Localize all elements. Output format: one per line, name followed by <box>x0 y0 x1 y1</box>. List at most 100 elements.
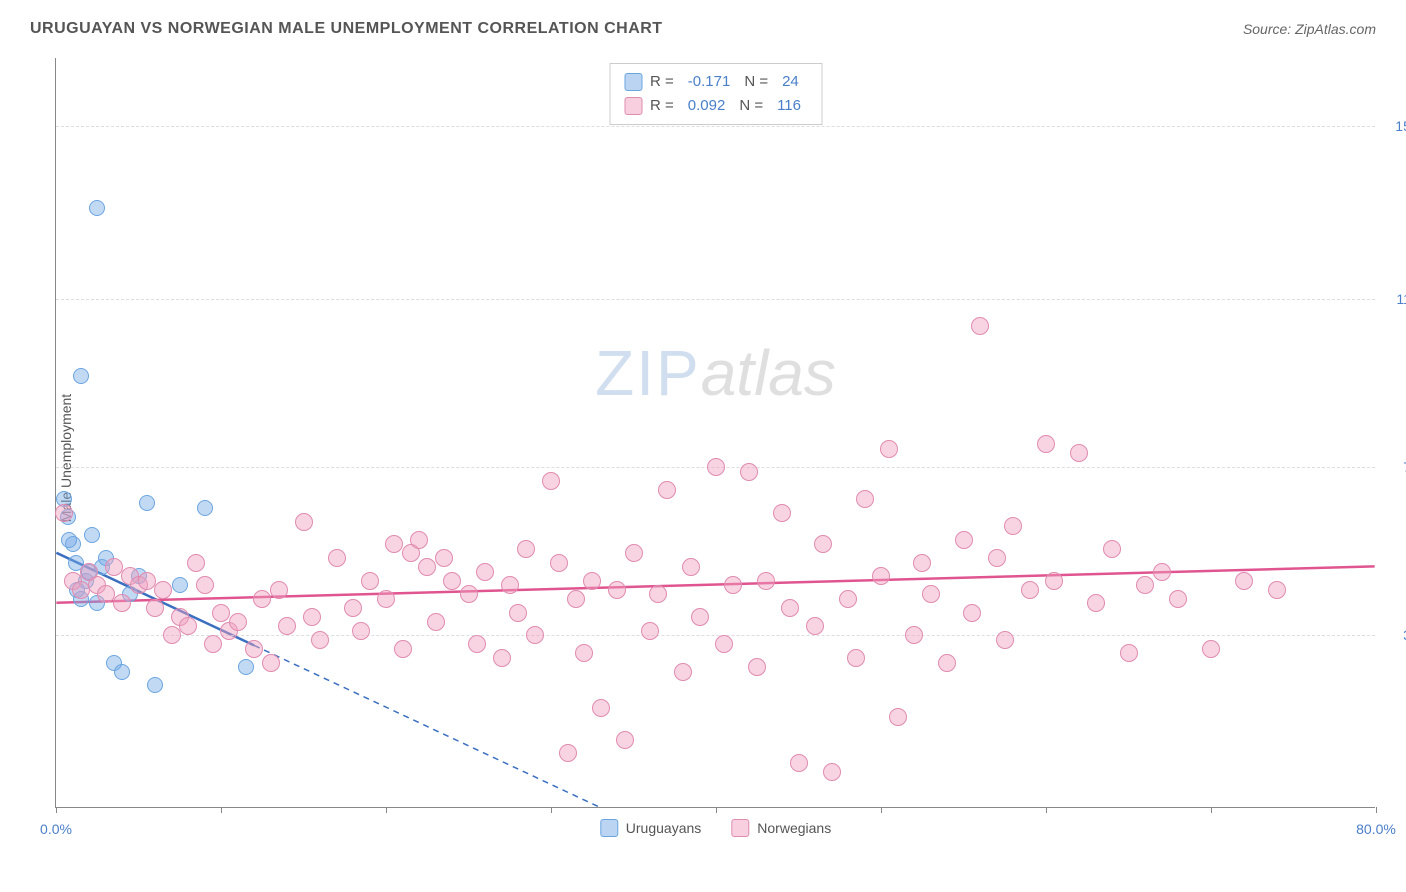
scatter-point <box>179 617 197 635</box>
y-tick-label: 15.0% <box>1380 118 1406 134</box>
legend-swatch-norwegians <box>624 97 642 115</box>
scatter-point <box>377 590 395 608</box>
scatter-point <box>1153 563 1171 581</box>
regression-lines <box>56 58 1375 807</box>
regression-line-dashed <box>254 645 1375 807</box>
scatter-point <box>212 604 230 622</box>
scatter-point <box>806 617 824 635</box>
scatter-point <box>781 599 799 617</box>
scatter-point <box>567 590 585 608</box>
scatter-point <box>229 613 247 631</box>
scatter-point <box>575 644 593 662</box>
scatter-point <box>146 599 164 617</box>
scatter-point <box>682 558 700 576</box>
scatter-point <box>468 635 486 653</box>
scatter-point <box>1169 590 1187 608</box>
scatter-point <box>435 549 453 567</box>
scatter-point <box>55 504 73 522</box>
scatter-point <box>328 549 346 567</box>
scatter-point <box>715 635 733 653</box>
legend-row-uruguayans: R = -0.171 N = 24 <box>624 70 807 94</box>
scatter-point <box>1120 644 1138 662</box>
scatter-point <box>187 554 205 572</box>
scatter-point <box>616 731 634 749</box>
scatter-point <box>1021 581 1039 599</box>
r-value-norwegians: 0.092 <box>688 94 726 118</box>
scatter-point <box>592 699 610 717</box>
scatter-point <box>84 527 100 543</box>
n-label: N = <box>739 94 763 118</box>
scatter-point <box>344 599 362 617</box>
scatter-point <box>1103 540 1121 558</box>
scatter-point <box>410 531 428 549</box>
scatter-point <box>1037 435 1055 453</box>
scatter-point <box>138 572 156 590</box>
scatter-point <box>748 658 766 676</box>
scatter-point <box>583 572 601 590</box>
scatter-point <box>1136 576 1154 594</box>
legend-label-norwegians: Norwegians <box>757 820 831 836</box>
legend-label-uruguayans: Uruguayans <box>626 820 702 836</box>
scatter-point <box>311 631 329 649</box>
scatter-point <box>517 540 535 558</box>
x-tick <box>1046 807 1047 813</box>
scatter-point <box>196 576 214 594</box>
x-tick <box>221 807 222 813</box>
scatter-point <box>905 626 923 644</box>
scatter-point <box>270 581 288 599</box>
legend-swatch-uruguayans-icon <box>600 819 618 837</box>
scatter-point <box>113 594 131 612</box>
scatter-point <box>61 532 77 548</box>
watermark-atlas: atlas <box>701 337 836 409</box>
x-tick <box>551 807 552 813</box>
scatter-point <box>856 490 874 508</box>
scatter-point <box>245 640 263 658</box>
scatter-point <box>658 481 676 499</box>
n-value-uruguayans: 24 <box>782 70 799 94</box>
scatter-point <box>352 622 370 640</box>
legend-swatch-uruguayans <box>624 73 642 91</box>
scatter-point <box>880 440 898 458</box>
scatter-point <box>72 581 90 599</box>
scatter-point <box>89 200 105 216</box>
r-value-uruguayans: -0.171 <box>688 70 731 94</box>
legend-bottom: Uruguayans Norwegians <box>600 819 831 837</box>
y-tick-label: 7.5% <box>1380 459 1406 475</box>
scatter-point <box>641 622 659 640</box>
scatter-point <box>550 554 568 572</box>
scatter-point <box>197 500 213 516</box>
scatter-point <box>97 585 115 603</box>
scatter-point <box>757 572 775 590</box>
scatter-point <box>418 558 436 576</box>
scatter-point <box>278 617 296 635</box>
x-tick <box>1376 807 1377 813</box>
scatter-point <box>559 744 577 762</box>
scatter-point <box>493 649 511 667</box>
scatter-point <box>674 663 692 681</box>
scatter-point <box>73 368 89 384</box>
scatter-point <box>262 654 280 672</box>
scatter-point <box>1202 640 1220 658</box>
scatter-point <box>1087 594 1105 612</box>
scatter-point <box>163 626 181 644</box>
scatter-point <box>790 754 808 772</box>
x-tick <box>1211 807 1212 813</box>
scatter-point <box>971 317 989 335</box>
scatter-point <box>501 576 519 594</box>
scatter-point <box>707 458 725 476</box>
scatter-point <box>303 608 321 626</box>
scatter-point <box>649 585 667 603</box>
scatter-point <box>204 635 222 653</box>
scatter-point <box>476 563 494 581</box>
chart-header: URUGUAYAN VS NORWEGIAN MALE UNEMPLOYMENT… <box>0 0 1406 48</box>
legend-item-uruguayans: Uruguayans <box>600 819 702 837</box>
scatter-point <box>114 664 130 680</box>
source-label: Source: <box>1243 21 1291 37</box>
n-label: N = <box>744 70 768 94</box>
scatter-point <box>724 576 742 594</box>
scatter-point <box>938 654 956 672</box>
scatter-point <box>773 504 791 522</box>
scatter-point <box>922 585 940 603</box>
y-tick-label: 11.2% <box>1380 291 1406 307</box>
x-tick-label: 0.0% <box>40 821 72 837</box>
